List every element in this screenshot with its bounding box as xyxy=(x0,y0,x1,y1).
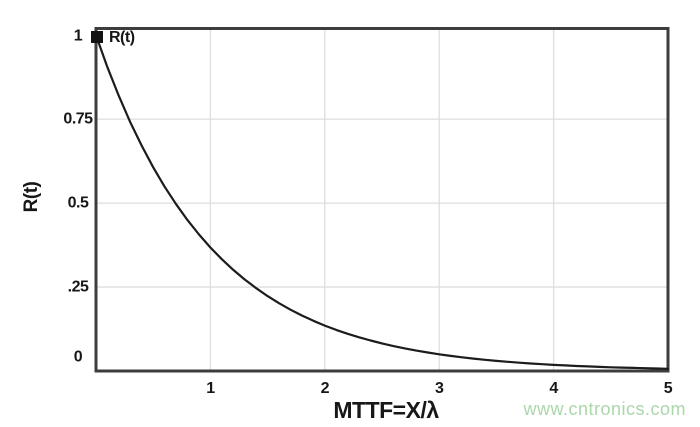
x-tick-label: 3 xyxy=(435,380,444,397)
reliability-curve xyxy=(94,34,670,370)
x-tick-label: 2 xyxy=(321,380,330,397)
watermark: www.cntronics.com xyxy=(523,399,686,419)
x-tick-label: 5 xyxy=(664,380,673,397)
x-tick-label: 4 xyxy=(549,380,558,397)
y-tick-label: 1 xyxy=(74,28,83,45)
y-tick-label: 0.75 xyxy=(63,111,93,128)
legend: R(t) xyxy=(91,27,135,46)
legend-square-marker xyxy=(91,30,103,43)
legend-label: R(t) xyxy=(109,29,135,46)
y-axis-title: R(t) xyxy=(21,181,42,213)
x-axis-title: MTTF=X/λ xyxy=(333,397,439,423)
x-tick-label: 1 xyxy=(206,380,215,397)
y-tick-label: 0 xyxy=(74,349,83,366)
y-tick-label: 0.5 xyxy=(68,195,89,212)
y-tick-label: .25 xyxy=(68,279,89,296)
plot-border xyxy=(94,27,670,373)
